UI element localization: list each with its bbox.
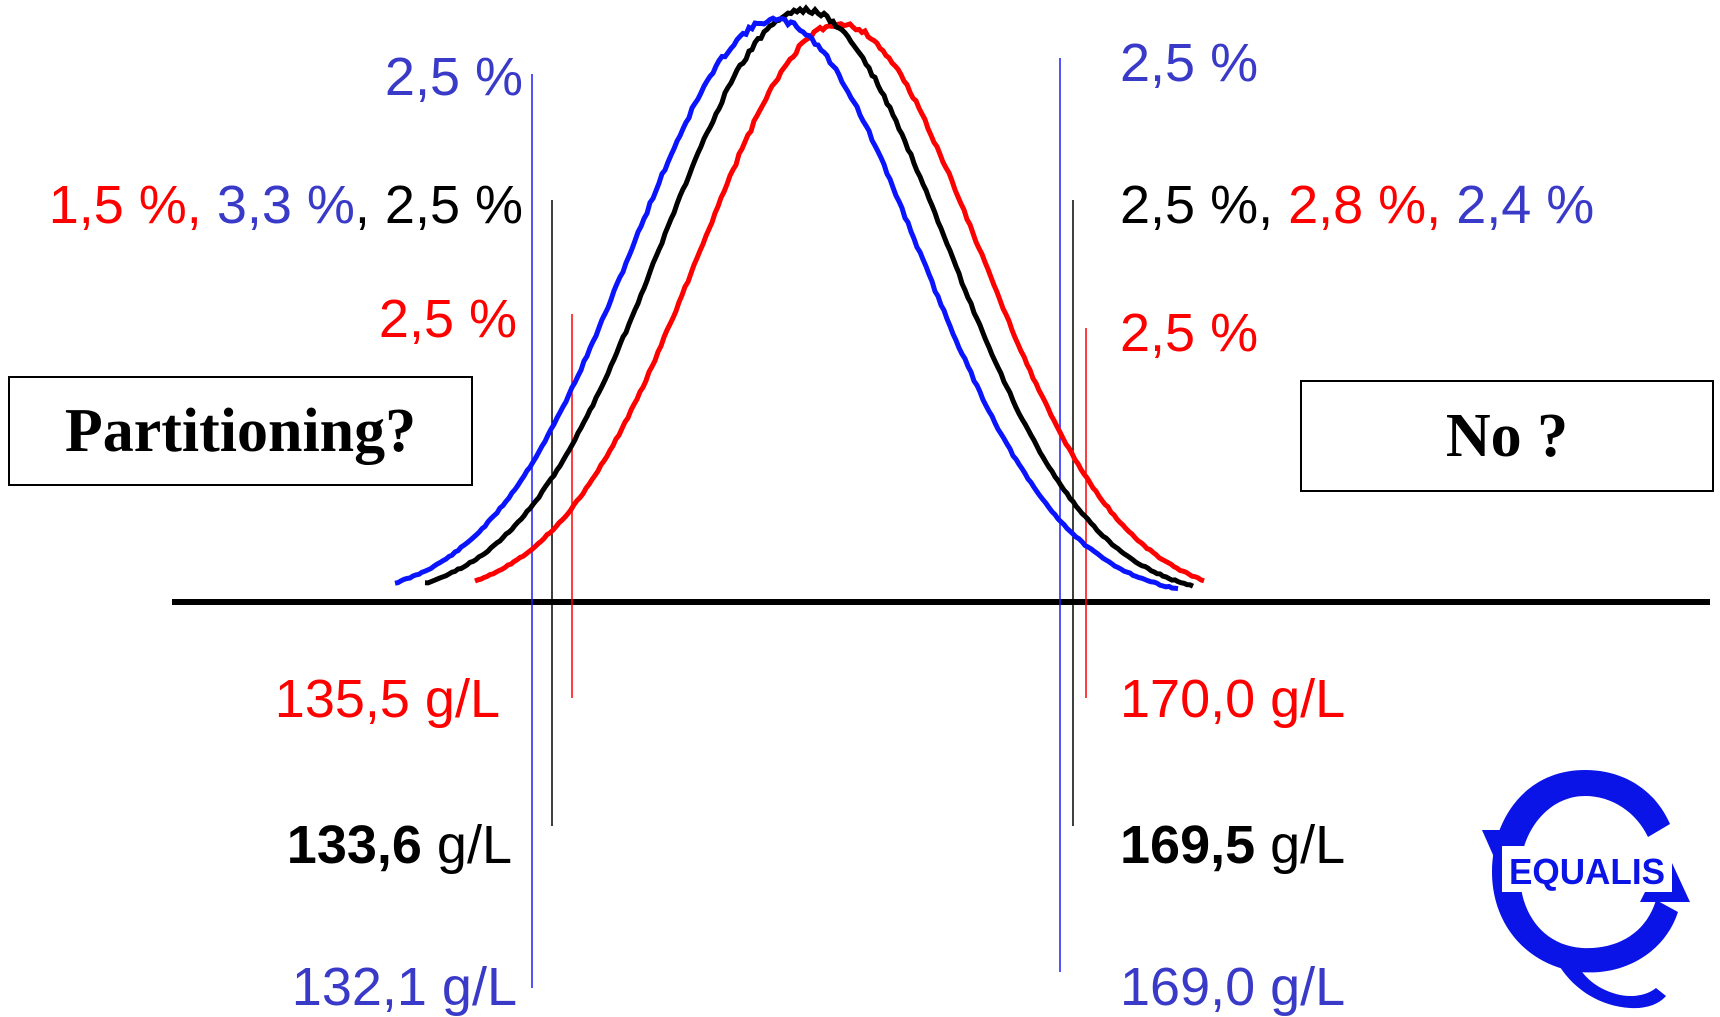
left-blue-percent-part: 3,3 % xyxy=(201,175,355,235)
distribution-curve-red xyxy=(474,21,1205,584)
logo-text-bg xyxy=(1502,846,1672,892)
left-black-value: 133,6 g/L xyxy=(287,818,512,872)
right-black-value-number: 169,5 xyxy=(1120,815,1256,875)
partitioning-box: Partitioning? xyxy=(8,376,473,486)
right-red-value: 170,0 g/L xyxy=(1120,669,1346,729)
left-black-value-unit: g/L xyxy=(421,815,512,875)
distribution-curve-blue xyxy=(394,15,1179,592)
right-red-percent-part: 2,8 %, xyxy=(1273,175,1442,235)
left-red-percent: 2,5 % xyxy=(378,289,517,349)
left-black-value-number: 133,6 xyxy=(286,815,422,875)
right-mixed-percent: 2,5 %, 2,8 %, 2,4 % xyxy=(1120,178,1594,232)
right-blue-percent-part: 2,4 % xyxy=(1441,175,1595,235)
left-mixed-percent: 1,5 %, 3,3 %, 2,5 % xyxy=(49,178,523,232)
right-blue-percent: 2,5 % xyxy=(1120,33,1259,93)
distribution-curve-black xyxy=(424,4,1195,589)
right-black-value-unit: g/L xyxy=(1255,815,1346,875)
right-red-percent: 2,5 % xyxy=(1120,303,1259,363)
logo-tail xyxy=(1560,966,1666,1009)
no-box: No ? xyxy=(1300,380,1714,492)
equalis-logo-icon: EQUALIS xyxy=(1482,770,1690,1009)
left-blue-percent: 2,5 % xyxy=(384,47,523,107)
right-black-value: 169,5 g/L xyxy=(1120,818,1345,872)
left-red-percent-part: 1,5 %, xyxy=(48,175,202,235)
logo-text: EQUALIS xyxy=(1509,851,1665,892)
right-black-percent-part: 2,5 %, xyxy=(1120,175,1274,235)
left-blue-value: 132,1 g/L xyxy=(291,957,517,1017)
right-blue-value: 169,0 g/L xyxy=(1120,957,1346,1017)
left-black-percent-part: , 2,5 % xyxy=(354,175,523,235)
left-red-value: 135,5 g/L xyxy=(274,669,500,729)
